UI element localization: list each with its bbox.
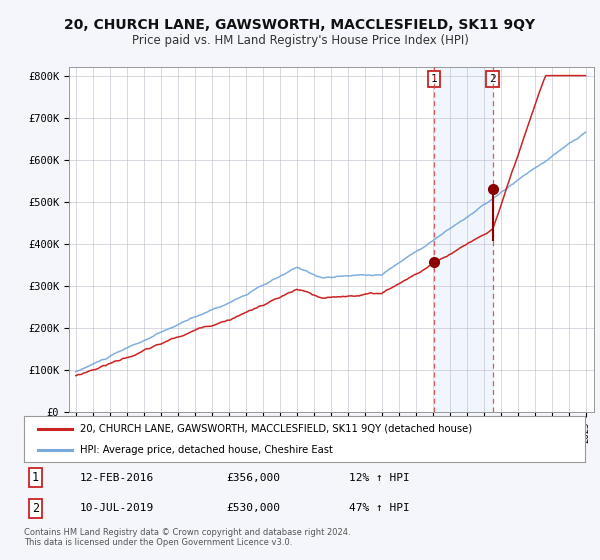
Text: £530,000: £530,000: [226, 503, 280, 514]
Text: 47% ↑ HPI: 47% ↑ HPI: [349, 503, 410, 514]
Text: 20, CHURCH LANE, GAWSWORTH, MACCLESFIELD, SK11 9QY (detached house): 20, CHURCH LANE, GAWSWORTH, MACCLESFIELD…: [80, 424, 472, 434]
Text: 1: 1: [32, 471, 39, 484]
Text: HPI: Average price, detached house, Cheshire East: HPI: Average price, detached house, Ches…: [80, 445, 333, 455]
Text: Price paid vs. HM Land Registry's House Price Index (HPI): Price paid vs. HM Land Registry's House …: [131, 34, 469, 47]
Bar: [434, 67, 493, 412]
Text: 12% ↑ HPI: 12% ↑ HPI: [349, 473, 410, 483]
Text: 1: 1: [431, 74, 437, 84]
Text: 2: 2: [32, 502, 39, 515]
Text: Contains HM Land Registry data © Crown copyright and database right 2024.
This d: Contains HM Land Registry data © Crown c…: [24, 528, 350, 548]
Text: 12-FEB-2016: 12-FEB-2016: [80, 473, 154, 483]
Text: £356,000: £356,000: [226, 473, 280, 483]
Text: 2: 2: [489, 74, 496, 84]
Text: 20, CHURCH LANE, GAWSWORTH, MACCLESFIELD, SK11 9QY: 20, CHURCH LANE, GAWSWORTH, MACCLESFIELD…: [64, 18, 536, 32]
Text: 10-JUL-2019: 10-JUL-2019: [80, 503, 154, 514]
